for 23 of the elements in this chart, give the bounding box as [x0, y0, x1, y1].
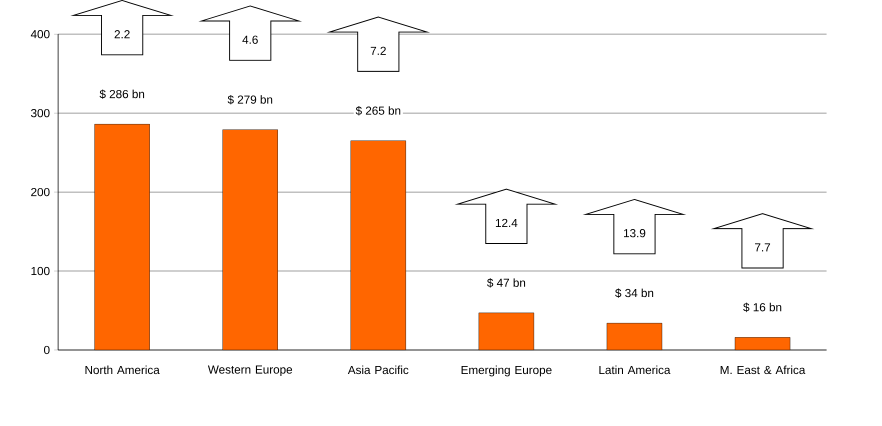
data-label: $ 16 bn — [743, 302, 782, 312]
y-tick-label: 400 — [30, 30, 50, 38]
data-label: $ 279 bn — [228, 95, 272, 104]
y-tick-label: 0 — [44, 346, 50, 354]
data-label: $ 47 bn — [487, 278, 526, 288]
annotation: 4.6 — [242, 36, 258, 44]
annotation: 7.7 — [755, 243, 770, 252]
x-tick-label: M. East & Africa — [720, 366, 806, 374]
y-tick-label: 100 — [31, 266, 50, 276]
annotation: 12.4 — [496, 218, 518, 228]
x-tick-label: Latin America — [599, 366, 670, 374]
data-label: $ 34 bn — [615, 288, 654, 298]
y-tick-label: 300 — [31, 109, 50, 118]
x-tick-label: Emerging Europe — [462, 366, 552, 376]
y-tick-label: 200 — [31, 188, 50, 196]
data-label: $ 265 bn — [356, 106, 400, 116]
x-tick-label: Asia Pacific — [348, 366, 408, 374]
annotation: 13.9 — [624, 229, 646, 238]
data-label: $ 286 bn — [100, 90, 144, 99]
annotation: 7.2 — [370, 46, 386, 55]
x-tick-label: North America — [85, 366, 160, 374]
annotation: 2.2 — [114, 30, 130, 38]
x-tick-label: Western Europe — [208, 366, 292, 376]
